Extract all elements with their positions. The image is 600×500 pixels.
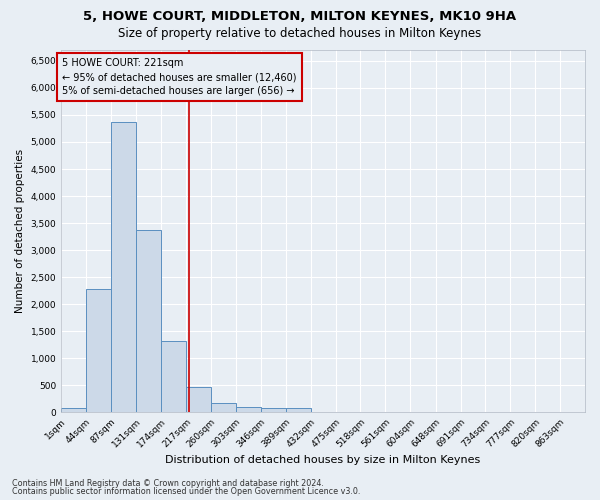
Bar — [186, 387, 211, 412]
Bar — [261, 408, 286, 412]
Bar — [161, 341, 186, 412]
X-axis label: Distribution of detached houses by size in Milton Keynes: Distribution of detached houses by size … — [166, 455, 481, 465]
Bar — [211, 403, 236, 412]
Text: 5, HOWE COURT, MIDDLETON, MILTON KEYNES, MK10 9HA: 5, HOWE COURT, MIDDLETON, MILTON KEYNES,… — [83, 10, 517, 23]
Bar — [86, 290, 111, 412]
Bar — [286, 408, 311, 412]
Text: Contains HM Land Registry data © Crown copyright and database right 2024.: Contains HM Land Registry data © Crown c… — [12, 478, 324, 488]
Bar — [136, 230, 161, 412]
Text: Contains public sector information licensed under the Open Government Licence v3: Contains public sector information licen… — [12, 487, 361, 496]
Bar — [61, 408, 86, 412]
Y-axis label: Number of detached properties: Number of detached properties — [15, 149, 25, 314]
Text: 5 HOWE COURT: 221sqm
← 95% of detached houses are smaller (12,460)
5% of semi-de: 5 HOWE COURT: 221sqm ← 95% of detached h… — [62, 58, 297, 96]
Bar — [236, 407, 261, 412]
Bar — [111, 122, 136, 412]
Text: Size of property relative to detached houses in Milton Keynes: Size of property relative to detached ho… — [118, 28, 482, 40]
